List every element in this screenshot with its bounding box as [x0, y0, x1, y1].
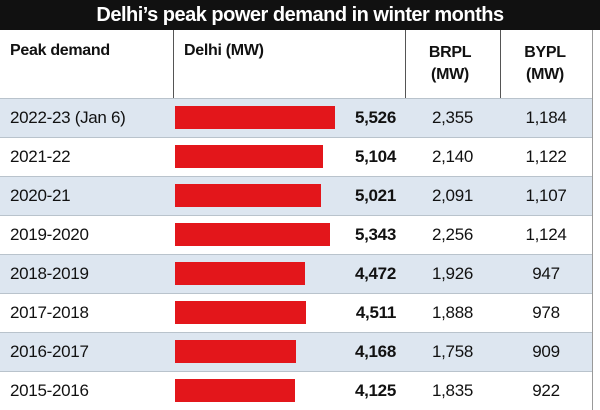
bar: [175, 340, 296, 363]
value-label: 2,256: [431, 225, 474, 244]
category-label: 2019-2020: [10, 225, 89, 244]
category-label: 2016-2017: [10, 342, 89, 361]
bar: [175, 262, 305, 285]
category-label: 2021-22: [10, 147, 71, 166]
column-header: BRPL (MW): [428, 44, 472, 83]
bar: [175, 301, 306, 324]
column-header: BYPL (MW): [524, 44, 566, 83]
value-label: 978: [532, 303, 560, 322]
bar: [175, 379, 295, 402]
value-label: 4,168: [354, 342, 396, 361]
value-label: 4,125: [354, 381, 396, 400]
category-label: 2020-21: [10, 186, 71, 205]
bar: [175, 106, 336, 129]
value-label: 4,511: [355, 303, 396, 322]
value-label: 947: [532, 264, 560, 283]
value-label: 1,124: [525, 225, 567, 244]
column-header: Delhi (MW): [184, 42, 264, 59]
value-label: 909: [532, 342, 560, 361]
bar: [175, 184, 321, 207]
value-label: 5,343: [354, 225, 396, 244]
value-label: 5,104: [354, 147, 396, 166]
value-label: 2,140: [431, 147, 474, 166]
chart-title: Delhi’s peak power demand in winter mont…: [0, 0, 600, 30]
value-label: 5,021: [354, 186, 396, 205]
bar: [175, 145, 324, 168]
category-label: 2018-2019: [10, 264, 89, 283]
table-row: [0, 371, 592, 410]
value-label: 1,835: [431, 381, 474, 400]
value-label: 5,526: [354, 108, 396, 127]
value-label: 1,888: [431, 303, 474, 322]
value-label: 1,122: [525, 147, 567, 166]
bar: [175, 223, 330, 246]
value-label: 2,355: [431, 108, 474, 127]
table-row: [0, 332, 592, 371]
column-divider: [592, 30, 593, 410]
value-label: 2,091: [431, 186, 474, 205]
value-label: 1,926: [431, 264, 474, 283]
category-label: 2017-2018: [10, 303, 89, 322]
category-header: Peak demand: [10, 42, 110, 59]
value-label: 4,472: [354, 264, 396, 283]
category-label: 2022-23 (Jan 6): [10, 108, 126, 127]
value-label: 922: [532, 381, 560, 400]
value-label: 1,184: [525, 108, 567, 127]
value-label: 1,107: [525, 186, 567, 205]
value-label: 1,758: [431, 342, 474, 361]
table-row: [0, 293, 592, 332]
category-label: 2015-2016: [10, 381, 89, 400]
